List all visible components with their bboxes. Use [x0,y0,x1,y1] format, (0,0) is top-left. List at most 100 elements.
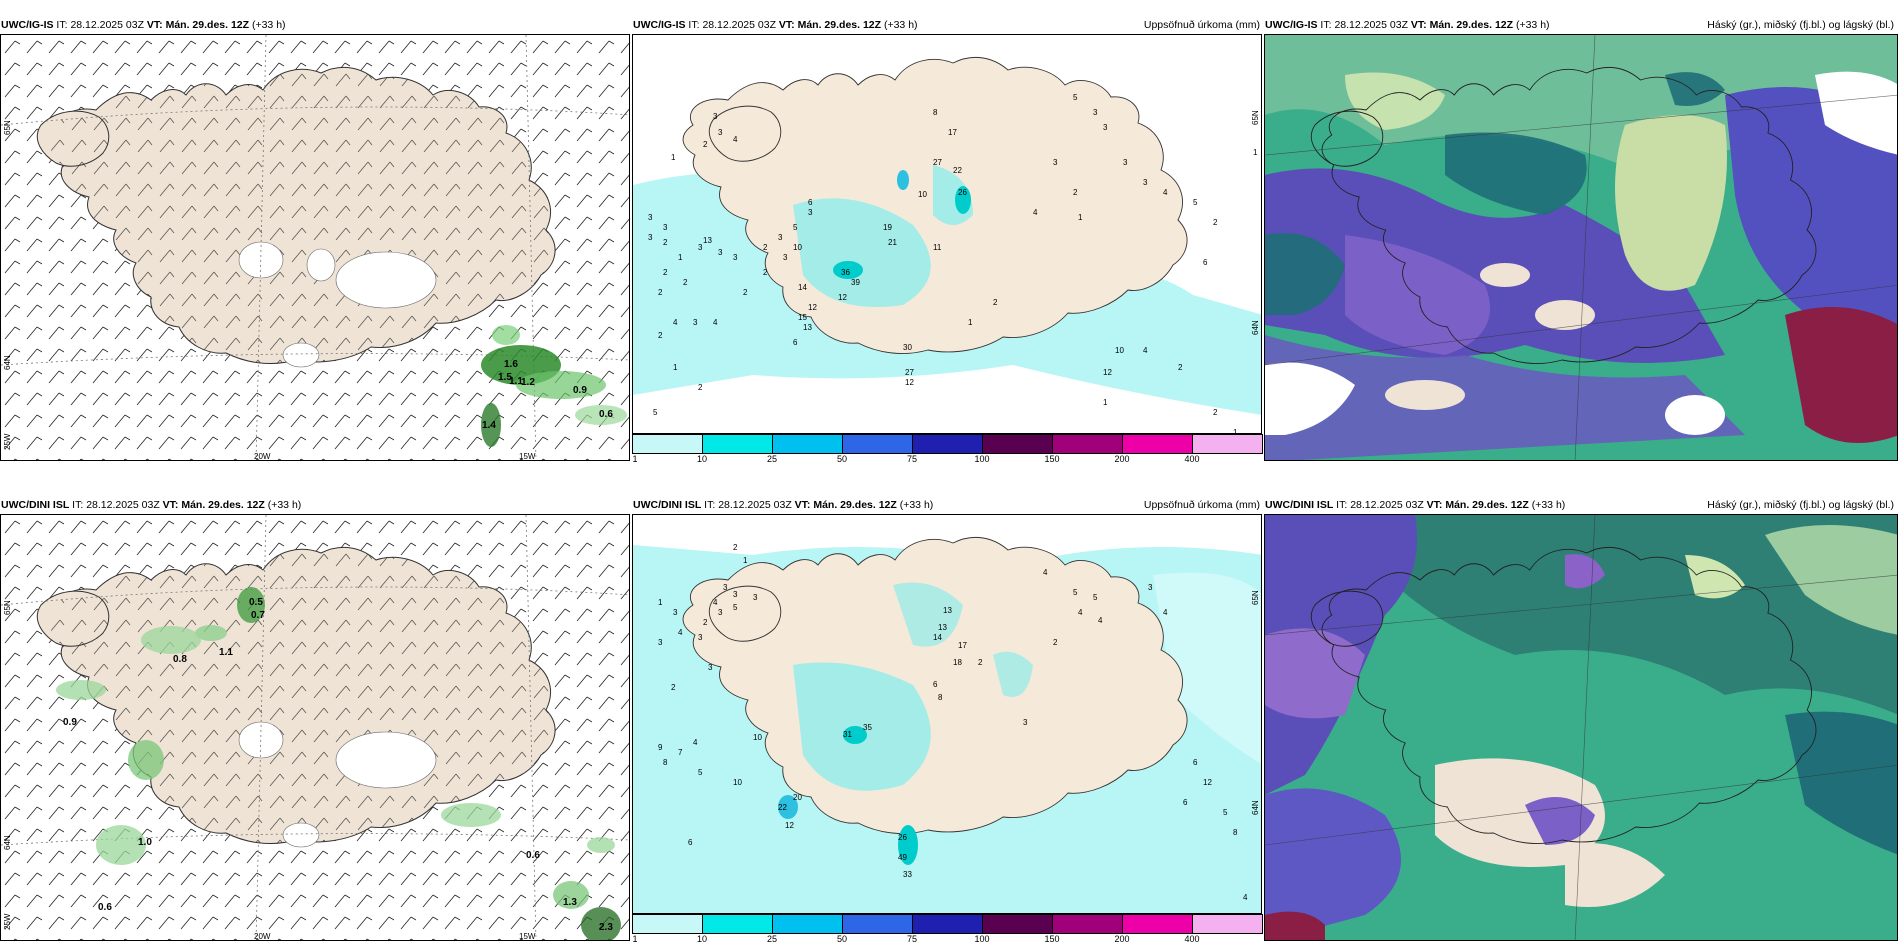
svg-text:3: 3 [673,608,678,617]
colorbar-tick-label: 75 [906,454,918,464]
precip-values-top: 1 3 3 4 2 3 2 1 3 3 3 3 3 2 2 2 4 3 4 2 … [648,93,1258,434]
lat-label: 25W [3,913,12,930]
wind-max-label: 0.7 [251,610,265,621]
lat-label: 65N [3,600,12,615]
svg-text:2: 2 [1178,363,1183,372]
svg-text:4: 4 [1033,208,1038,217]
precip-map-bottom[interactable]: 2 1 3 3 4 3 5 3 2 4 3 3 1 3 2 3 9 7 4 8 … [632,514,1262,914]
svg-text:8: 8 [1233,828,1238,837]
vt-label: VT: [162,499,179,511]
it-value: 28.12.2025 03Z [70,19,144,31]
svg-text:3: 3 [723,583,728,592]
colorbar-cell [982,434,1053,454]
lat-label: 64N [3,835,12,850]
precip-colorbar-top: 1 10 25 50 75 100 150 200 400 [632,434,1263,464]
svg-text:22: 22 [778,803,787,812]
svg-text:20: 20 [793,793,802,802]
colorbar-cell [702,434,773,454]
vt-value: Mán. 29.des. 12Z [181,499,265,511]
model-name: UWC/IG-IS [1265,19,1318,31]
svg-text:2: 2 [683,278,688,287]
colorbar-cell [772,434,843,454]
vt-label: VT: [794,499,811,511]
colorbar-tick-label: 50 [836,454,848,464]
svg-text:1: 1 [1078,213,1083,222]
svg-text:33: 33 [903,870,912,879]
colorbar-tick-label: 25 [766,454,778,464]
colorbar-tick-label: 75 [906,934,918,944]
svg-text:22: 22 [953,166,962,175]
lat-label: 65N [1251,110,1260,125]
wind-map-bottom[interactable]: 0.5 0.7 0.8 1.1 0.9 1.0 0.6 0.6 1.3 2.3 … [0,514,630,941]
svg-text:36: 36 [841,268,850,277]
it-label: IT: [1320,19,1332,31]
colorbar-tick-label: 400 [1184,934,1200,944]
it-value: 28.12.2025 03Z [702,19,776,31]
colorbar-tick-label: 100 [974,934,990,944]
svg-text:3: 3 [1103,123,1108,132]
svg-text:6: 6 [1183,798,1188,807]
vt-value: Mán. 29.des. 12Z [1429,19,1514,31]
model-name: UWC/IG-IS [1,19,54,31]
colorbar-cell [702,914,773,934]
svg-text:13: 13 [703,236,712,245]
svg-text:3: 3 [1143,178,1148,187]
colorbar-tick-label: 10 [696,454,708,464]
svg-text:12: 12 [838,293,847,302]
svg-text:2: 2 [658,288,663,297]
lon-label: 15W [519,932,536,941]
svg-text:3: 3 [808,208,813,217]
svg-text:9: 9 [658,743,663,752]
svg-text:3: 3 [698,243,703,252]
svg-text:14: 14 [798,283,807,292]
svg-text:17: 17 [948,128,957,137]
lat-label: 65N [3,120,12,135]
svg-text:27: 27 [905,368,914,377]
cloud-map-bottom[interactable] [1264,514,1898,941]
vt-value: Mán. 29.des. 12Z [797,19,882,31]
svg-text:2: 2 [763,268,768,277]
svg-text:1: 1 [1233,428,1238,434]
colorbar-tick-label: 1 [632,454,638,464]
svg-text:5: 5 [733,603,738,612]
colorbar-cell [982,914,1053,934]
svg-text:6: 6 [793,338,798,347]
wind-max-label: 0.6 [599,409,613,420]
cloud-title-bottom: Háský (gr.), miðský (fj.bl.) og lágský (… [1707,499,1894,511]
vt-label: VT: [1410,19,1427,31]
colorbar-cell [632,434,703,454]
lat-label: 65N [1251,590,1260,605]
lead-time: (+33 h) [899,499,934,511]
colorbar-tick-label: 100 [974,454,990,464]
svg-text:13: 13 [803,323,812,332]
colorbar-cell [1052,434,1123,454]
cloud-title-top: Háský (gr.), miðský (fj.bl.) og lágský (… [1707,19,1894,31]
svg-text:6: 6 [808,198,813,207]
svg-text:2: 2 [1213,218,1218,227]
svg-text:10: 10 [918,190,927,199]
colorbar-tick-label: 10 [696,934,708,944]
svg-text:3: 3 [663,223,668,232]
wind-max-label: 0.9 [63,717,77,728]
it-value: 28.12.2025 03Z [86,499,160,511]
precip-map-top[interactable]: 1 3 3 4 2 3 2 1 3 3 3 3 3 2 2 2 4 3 4 2 … [632,34,1262,434]
colorbar-tick-label: 25 [766,934,778,944]
svg-text:5: 5 [653,408,658,417]
lead-time: (+33 h) [251,19,286,31]
cloud-map-top[interactable] [1264,34,1898,461]
svg-text:12: 12 [808,303,817,312]
svg-text:2: 2 [993,298,998,307]
it-label: IT: [704,499,716,511]
panel-header-precip-bottom: UWC/DINI ISL IT: 28.12.2025 03Z VT: Mán.… [633,496,933,514]
lat-label: 64N [1251,800,1260,815]
wind-map-top[interactable]: 1.6 1.5 1.1 1.2 0.9 0.6 1.4 65N 64N 25W … [0,34,630,461]
svg-text:4: 4 [713,318,718,327]
svg-text:4: 4 [693,738,698,747]
lead-time: (+33 h) [1531,499,1566,511]
model-name: UWC/DINI ISL [1,499,70,511]
svg-text:1: 1 [673,363,678,372]
vt-value: Mán. 29.des. 12Z [1445,499,1529,511]
svg-text:2: 2 [743,288,748,297]
svg-text:26: 26 [898,833,907,842]
lon-label: 20W [254,452,271,461]
